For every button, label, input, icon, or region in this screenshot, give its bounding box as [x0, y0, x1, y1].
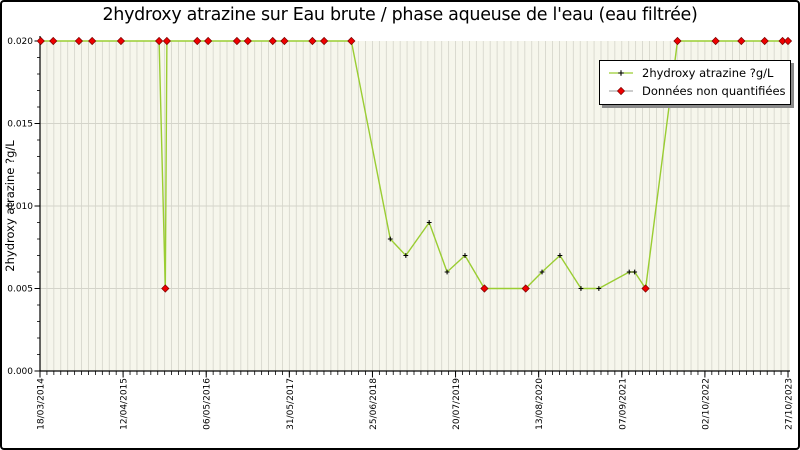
data-point-nonquantified [521, 284, 530, 293]
data-point-quantified [626, 269, 632, 275]
x-tick-label: 25/06/2018 [369, 378, 379, 430]
data-point-quantified [578, 286, 584, 291]
data-point-nonquantified [737, 36, 746, 46]
chart-title: 2hydroxy atrazine sur Eau brute / phase … [102, 5, 698, 25]
data-point-quantified [387, 236, 393, 242]
data-point-quantified [403, 253, 409, 258]
data-point-nonquantified [204, 36, 213, 46]
data-point-nonquantified [641, 284, 650, 293]
data-point-nonquantified [36, 36, 45, 46]
x-tick-label: 31/05/2017 [286, 378, 296, 430]
data-point-nonquantified [308, 36, 317, 46]
data-point-nonquantified [161, 284, 170, 293]
data-point-nonquantified [232, 36, 242, 46]
x-tick-label: 27/10/2023 [785, 378, 795, 430]
data-point-nonquantified [711, 36, 720, 46]
x-tick-label: 02/10/2022 [701, 378, 711, 430]
legend-diamond-marker [616, 86, 626, 96]
data-point-nonquantified [88, 36, 97, 46]
data-point-quantified [444, 269, 450, 275]
series-line-plus-marker-icon [609, 70, 633, 76]
data-point-nonquantified [480, 284, 489, 293]
y-tick-label: 0.005 [7, 285, 33, 295]
data-point-nonquantified [760, 36, 769, 46]
data-point-nonquantified [280, 36, 289, 46]
legend-plus-marker [618, 70, 624, 76]
legend-label-nonquantified: Données non quantifiées [642, 84, 786, 98]
x-tick-label: 13/08/2020 [535, 378, 545, 430]
data-point-nonquantified [162, 36, 171, 46]
data-point-nonquantified [193, 36, 202, 46]
legend: 2hydroxy atrazine ?g/L Données non quant… [599, 60, 791, 105]
data-point-nonquantified [320, 36, 329, 46]
data-point-quantified [426, 220, 432, 225]
y-tick-label: 0.020 [7, 37, 33, 47]
data-point-nonquantified [116, 36, 126, 46]
x-tick-label: 18/03/2014 [37, 378, 47, 430]
data-point-quantified [596, 286, 602, 291]
red-diamond-marker-icon [609, 86, 633, 96]
data-point-quantified [557, 253, 563, 258]
y-axis-title: 2hydroxy atrazine ?g/L [3, 140, 17, 272]
data-point-nonquantified [268, 36, 277, 46]
data-point-nonquantified [49, 36, 58, 46]
data-point-nonquantified [74, 36, 84, 46]
x-tick-label: 07/09/2021 [618, 378, 628, 430]
y-tick-label: 0.000 [7, 367, 33, 377]
data-point-quantified [462, 253, 468, 258]
legend-item-series: 2hydroxy atrazine ?g/L [606, 64, 788, 82]
data-point-quantified [539, 269, 545, 275]
x-tick-label: 20/07/2019 [452, 378, 462, 430]
y-tick-label: 0.010 [7, 202, 33, 212]
data-point-nonquantified [778, 36, 787, 46]
legend-label-series: 2hydroxy atrazine ?g/L [642, 66, 774, 80]
y-tick-label: 0.015 [7, 120, 33, 130]
data-point-nonquantified [783, 36, 793, 46]
data-point-quantified [632, 269, 638, 275]
legend-item-nonquantified: Données non quantifiées [606, 82, 788, 100]
x-tick-label: 06/05/2016 [203, 378, 213, 430]
data-point-nonquantified [673, 36, 682, 46]
data-point-nonquantified [243, 36, 252, 46]
data-point-nonquantified [154, 36, 164, 46]
x-tick-label: 12/04/2015 [120, 378, 130, 430]
data-point-nonquantified [347, 36, 356, 46]
